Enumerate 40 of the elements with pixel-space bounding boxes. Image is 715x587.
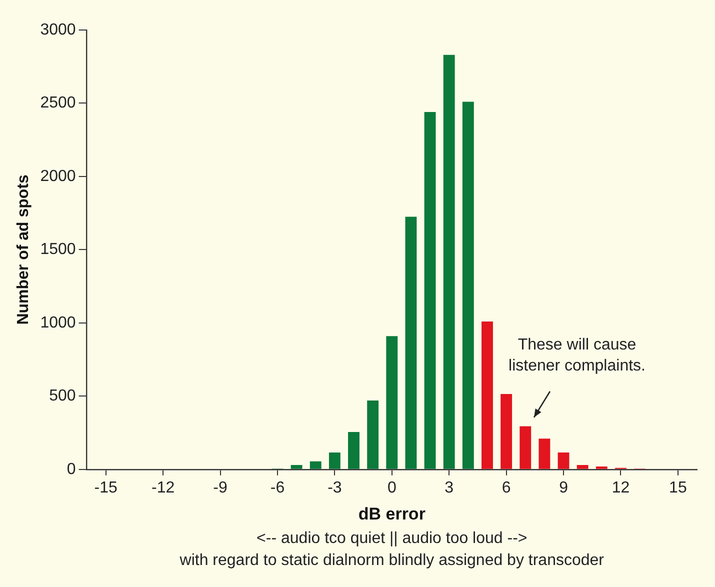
bar: [482, 321, 493, 469]
bar: [310, 461, 322, 469]
x-tick-label: 3: [444, 479, 454, 496]
x-tick-label: 6: [502, 479, 511, 496]
bar: [520, 426, 532, 469]
y-tick-label: 2000: [40, 168, 76, 185]
y-tick-label: 500: [49, 388, 76, 405]
y-axis-title: Number of ad spots: [15, 174, 32, 325]
bar: [596, 466, 608, 469]
bar: [348, 432, 360, 469]
bar: [367, 400, 379, 469]
bar: [538, 438, 550, 469]
x-tick-label: 15: [669, 479, 687, 496]
bar: [443, 54, 455, 469]
x-axis-title: dB error: [358, 504, 426, 524]
y-tick-label: 3000: [40, 21, 76, 38]
bar: [462, 102, 474, 469]
bar: [576, 465, 588, 469]
bar: [328, 452, 340, 469]
y-tick-label: 1500: [40, 241, 76, 258]
text: with regard to static dialnorm blindly assigned by transcoder: [178, 552, 605, 569]
x-tick-label: -12: [152, 479, 175, 496]
y-tick-label: 1000: [40, 314, 76, 332]
y-tick-label: 2500: [40, 94, 76, 112]
bar: [386, 336, 398, 469]
bar: [424, 112, 436, 469]
y-tick-label: 0: [66, 460, 76, 478]
annotation: These will cause listener complaints.: [508, 336, 646, 374]
x-tick-label: 9: [559, 479, 568, 496]
bar: [405, 216, 417, 469]
bar: [558, 452, 570, 469]
bar: [290, 465, 302, 469]
bar: [500, 394, 512, 469]
x-tick-label: -3: [328, 479, 342, 496]
text: <-- audio tco quiet || audio too loud -->: [256, 530, 528, 547]
x-tick-label: -9: [213, 479, 228, 496]
x-tick-label: 0: [387, 479, 396, 496]
x-tick-label: -15: [94, 479, 118, 496]
x-tick-label: -6: [270, 479, 285, 496]
x-tick-label: 12: [612, 479, 630, 496]
